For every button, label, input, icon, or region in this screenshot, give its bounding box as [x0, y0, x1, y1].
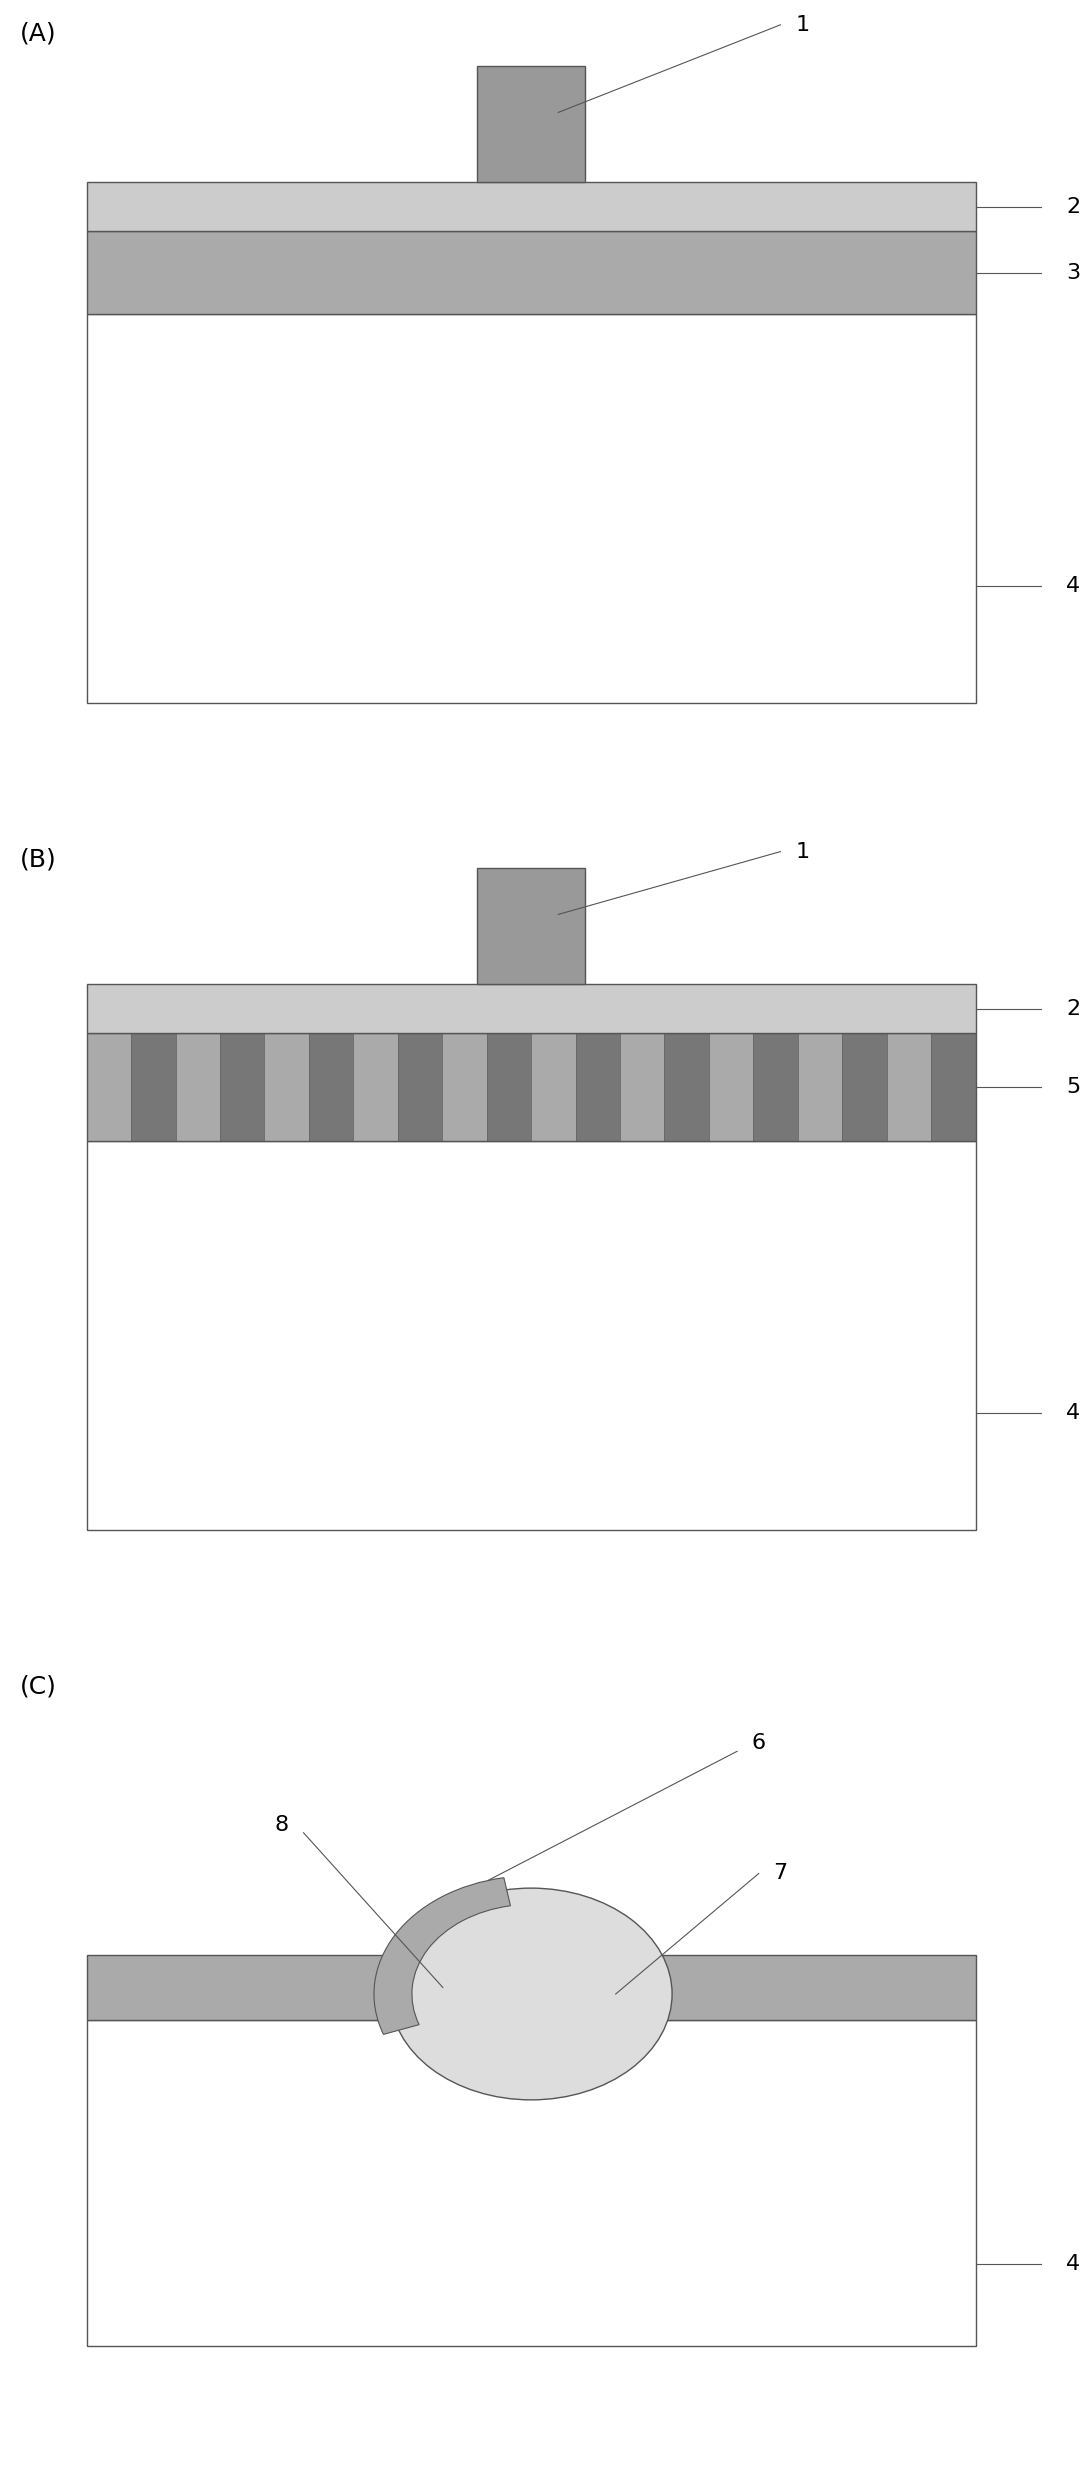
- Text: 1: 1: [795, 15, 810, 35]
- Circle shape: [390, 1888, 672, 2100]
- Bar: [753, 1034, 798, 1140]
- Bar: [87, 985, 976, 1034]
- Bar: [664, 1034, 709, 1140]
- Text: 3: 3: [1066, 262, 1081, 284]
- Bar: [264, 1034, 309, 1140]
- Text: (A): (A): [20, 22, 56, 44]
- Bar: [487, 1034, 531, 1140]
- Bar: [608, 1955, 976, 2019]
- Bar: [576, 1034, 620, 1140]
- Bar: [87, 1955, 453, 2019]
- Bar: [798, 1034, 842, 1140]
- Text: 2: 2: [1066, 197, 1081, 217]
- Text: (C): (C): [20, 1673, 56, 1698]
- Bar: [87, 183, 976, 232]
- Bar: [87, 1034, 131, 1140]
- Bar: [398, 1034, 442, 1140]
- Text: 4: 4: [1066, 2253, 1081, 2275]
- Wedge shape: [374, 1878, 511, 2034]
- Bar: [709, 1034, 753, 1140]
- Bar: [87, 232, 976, 313]
- Text: (B): (B): [20, 849, 56, 871]
- Bar: [477, 67, 585, 183]
- Bar: [620, 1034, 664, 1140]
- Text: 4: 4: [1066, 1402, 1081, 1424]
- Text: 7: 7: [773, 1863, 788, 1883]
- Bar: [442, 1034, 487, 1140]
- Bar: [842, 1034, 887, 1140]
- Bar: [353, 1034, 398, 1140]
- Bar: [220, 1034, 264, 1140]
- Bar: [477, 869, 585, 985]
- Bar: [87, 313, 976, 703]
- Bar: [887, 1034, 931, 1140]
- Text: 8: 8: [274, 1814, 289, 1834]
- Bar: [87, 1034, 976, 1140]
- Text: 1: 1: [795, 842, 810, 861]
- Bar: [87, 1140, 976, 1530]
- Bar: [131, 1034, 176, 1140]
- Bar: [176, 1034, 220, 1140]
- Bar: [531, 1034, 576, 1140]
- Text: 6: 6: [751, 1733, 766, 1752]
- Bar: [309, 1034, 353, 1140]
- Text: 4: 4: [1066, 575, 1081, 597]
- Bar: [87, 2019, 976, 2345]
- Bar: [931, 1034, 976, 1140]
- Text: 5: 5: [1066, 1076, 1081, 1098]
- Text: 2: 2: [1066, 1000, 1081, 1019]
